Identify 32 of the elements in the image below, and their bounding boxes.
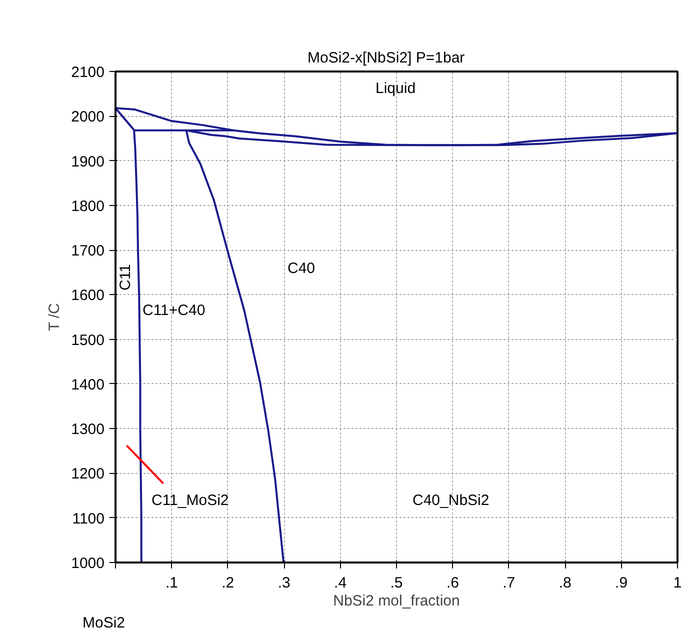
y-tick-label: 1400 xyxy=(71,376,105,394)
annotation: C40 xyxy=(288,260,316,277)
x-tick-label: .2 xyxy=(222,574,234,592)
x-tick-label: .9 xyxy=(615,574,628,592)
x-tick-label: .3 xyxy=(278,574,290,592)
y-tick-label: 1600 xyxy=(71,287,105,304)
x-tick-label: .5 xyxy=(390,574,403,592)
x-tick-label: 1 xyxy=(673,574,682,592)
y-tick-label: 1800 xyxy=(71,198,105,215)
y-tick-label: 2100 xyxy=(71,64,105,81)
x-tick-label: .4 xyxy=(334,574,347,592)
x-tick-label: .7 xyxy=(502,574,516,592)
annotation: C40_NbSi2 xyxy=(412,492,490,509)
y-tick-label: 1300 xyxy=(71,421,105,438)
y-tick-label: 2000 xyxy=(71,108,105,126)
x-tick-label: .1 xyxy=(165,574,178,592)
x-tick-label: .8 xyxy=(558,574,572,592)
y-tick-label: 1700 xyxy=(71,242,105,260)
annotation: Liquid xyxy=(376,80,416,97)
y-axis-title: T /C xyxy=(46,302,64,332)
x-axis-title: NbSi2 mol_fraction xyxy=(333,592,460,610)
chart-title: MoSi2-x[NbSi2] P=1bar xyxy=(308,50,465,66)
y-tick-label: 1900 xyxy=(71,153,105,170)
text: MoSi2 xyxy=(82,614,126,632)
y-tick-label: 1100 xyxy=(72,510,105,528)
x-tick-label: .6 xyxy=(446,574,459,592)
y-tick-label: 1500 xyxy=(71,332,105,349)
annotation: C11_MoSi2 xyxy=(152,492,229,509)
y-tick-label: 1200 xyxy=(71,466,105,483)
y-tick-label: 1000 xyxy=(71,555,105,572)
annotation: C11 xyxy=(117,264,134,290)
annotation: C11+C40 xyxy=(142,302,206,319)
